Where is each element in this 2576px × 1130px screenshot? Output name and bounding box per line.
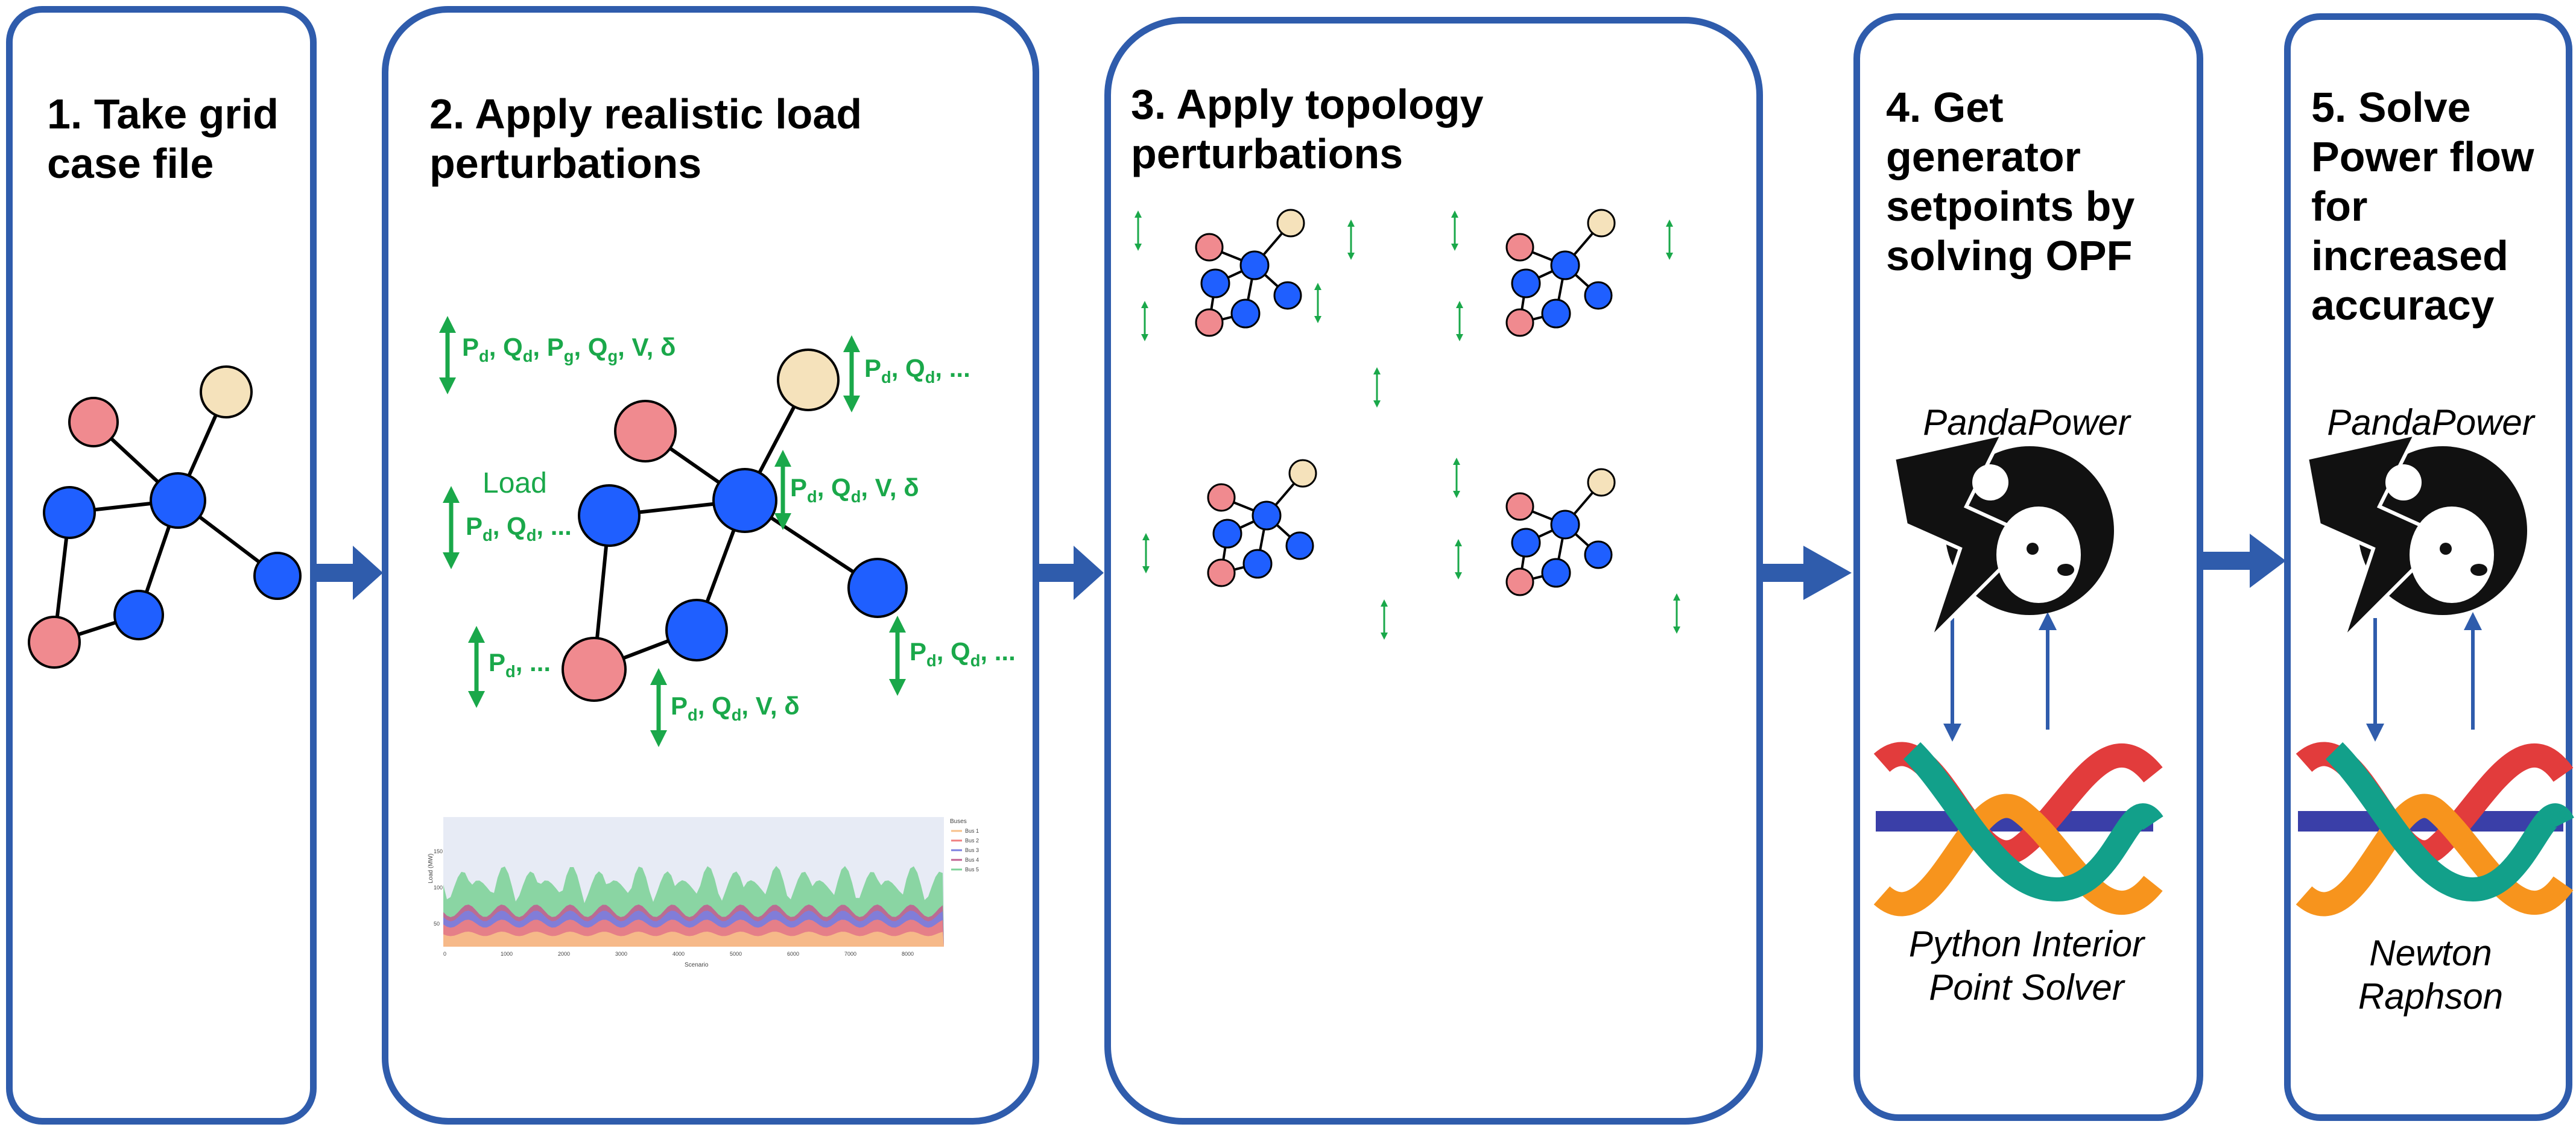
plot-yticks: 50 100 150 <box>434 848 443 927</box>
plot-legend-entry: Bus 4 <box>965 857 979 863</box>
step-1-title: 1. Take grid case file <box>47 90 279 187</box>
plot-xtick: 4000 <box>672 951 685 957</box>
plot-legend: Bus 1 Bus 2 Bus 3 Bus 4 Bus 5 <box>951 828 979 873</box>
topology-variant-4 <box>1505 468 1616 596</box>
step-4-top-label: PandaPower <box>1923 402 2130 443</box>
plot-series-bands <box>443 866 944 947</box>
plot-ylabel: Load (MW) <box>428 854 434 883</box>
step-3-title: 3. Apply topology perturbations <box>1131 81 1484 177</box>
bottom-vars-label: Pd, Qd, V, δ <box>671 692 800 724</box>
plot-legend-entry: Bus 2 <box>965 838 979 844</box>
arrow-1-to-2 <box>314 546 383 600</box>
plot-band-1 <box>443 932 944 947</box>
step-2-annotation-arrows <box>439 316 906 747</box>
plot-xtick: 3000 <box>615 951 627 957</box>
arrow-3-to-4 <box>1760 546 1852 600</box>
plot-legend-entry: Bus 1 <box>965 828 979 834</box>
right-vars-label: Pd, Qd, ... <box>910 637 1016 670</box>
pypower-helix-icon <box>2296 742 2574 917</box>
plot-legend-title: Buses <box>950 818 967 825</box>
step-1-grid-graph <box>28 365 302 669</box>
arrow-4-to-5 <box>2200 534 2286 588</box>
plot-xtick: 8000 <box>902 951 914 957</box>
plot-xtick: 1000 <box>501 951 513 957</box>
step-5-top-label: PandaPower <box>2327 402 2534 443</box>
step-5-bottom-label: Newton Raphson <box>2358 933 2504 1017</box>
step-2-grid-graph <box>562 349 908 702</box>
plot-legend-entry: Bus 3 <box>965 847 979 853</box>
pd-only-label: Pd, ... <box>489 648 551 681</box>
load-label: Load <box>483 467 547 499</box>
plot-legend-entry: Bus 5 <box>965 866 979 873</box>
step-5-title: 5. Solve Power flow for increased accura… <box>2311 84 2534 329</box>
load-timeseries-plot: Load (MW) Scenario Buses Bus 1 Bus 2 Bus 3… <box>428 817 979 968</box>
load-vars-left-label: Pd, Qd, ... <box>466 512 572 544</box>
step-4-bottom-label: Python Interior Point Solver <box>1908 924 2145 1008</box>
step-4-title: 4. Get generator setpoints by solving OP… <box>1886 84 2135 279</box>
plot-xtick: 5000 <box>730 951 742 957</box>
pandapower-logo-icon <box>1891 431 2114 641</box>
step-2-title: 2. Apply realistic load perturbations <box>429 90 862 187</box>
step-2-annotation-text: Pd, Qd, Pg, Qg, V, δ Pd, Qd, ... Load Pd… <box>462 333 1016 724</box>
plot-xtick: 6000 <box>787 951 799 957</box>
gen-vars-label: Pd, Qd, Pg, Qg, V, δ <box>462 333 676 365</box>
pypower-helix-icon <box>1873 742 2163 917</box>
solver-arrows <box>1943 612 2482 742</box>
plot-ytick: 150 <box>434 848 443 854</box>
flow-arrows <box>314 534 2286 600</box>
plot-xlabel: Scenario <box>685 962 709 968</box>
plot-xtick: 7000 <box>844 951 856 957</box>
pandapower-logo-icon <box>2305 431 2527 641</box>
plot-xticks: 0 1000 2000 3000 4000 5000 6000 7000 8000 <box>443 951 914 957</box>
topology-variant-3 <box>1207 459 1317 587</box>
slack-vars-label: Pd, Qd, V, δ <box>790 473 919 506</box>
plot-xtick: 2000 <box>558 951 570 957</box>
plot-ytick: 100 <box>434 885 443 891</box>
plot-xtick: 0 <box>443 951 446 957</box>
arrow-2-to-3 <box>1036 546 1104 600</box>
step-3-annotations <box>1135 210 1680 640</box>
topology-variant-2 <box>1505 209 1616 337</box>
topology-variant-1 <box>1195 209 1305 337</box>
load-vars-top-label: Pd, Qd, ... <box>864 354 970 387</box>
plot-ytick: 50 <box>434 921 440 927</box>
